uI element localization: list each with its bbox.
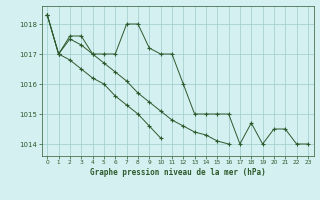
X-axis label: Graphe pression niveau de la mer (hPa): Graphe pression niveau de la mer (hPa): [90, 168, 266, 177]
